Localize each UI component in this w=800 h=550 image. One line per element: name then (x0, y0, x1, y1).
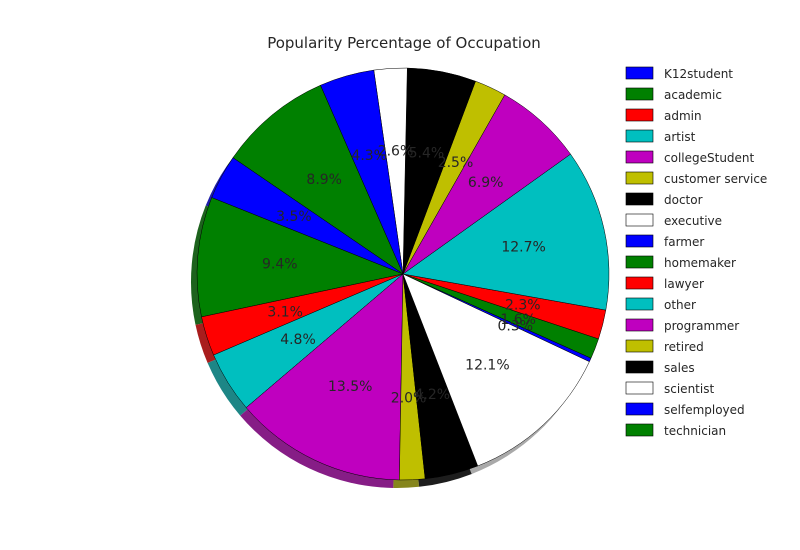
slice-artist (402, 153, 610, 311)
legend-swatch-k12student (625, 66, 654, 80)
slice-label-farmer: 4.3% (351, 148, 387, 164)
legend-label-other: other (664, 298, 696, 312)
slice-homemaker (232, 85, 404, 275)
pie-labels: 0.3%1.6%2.3% 12.7% 6.9% 2.5%5.4%2.6%4.3% 8.9… (262, 144, 546, 407)
legend-label-lawyer: lawyer (664, 277, 704, 291)
legend-swatch-scientist (625, 381, 654, 395)
slice-label-retired: 4.8% (280, 332, 316, 348)
legend-swatch-other (625, 297, 654, 311)
legend-label-customer-service: customer service (664, 172, 767, 186)
legend-swatch-collegestudent (625, 150, 654, 164)
legend-label-scientist: scientist (664, 382, 714, 396)
legend: K12student academic admin artist collegeStud… (625, 66, 767, 438)
slice-label-homemaker: 8.9% (306, 172, 342, 188)
slice-label-sales: 13.5% (328, 379, 372, 395)
legend-label-farmer: farmer (664, 235, 704, 249)
legend-label-selfemployed: selfemployed (664, 403, 745, 417)
slice-label-lawyer: 3.5% (276, 209, 312, 225)
legend-swatch-technician (625, 423, 654, 437)
legend-swatch-farmer (625, 234, 654, 248)
legend-swatch-programmer (625, 318, 654, 332)
pie-slices (196, 67, 610, 481)
slice-label-k12student: 0.3% (498, 319, 534, 335)
legend-label-retired: retired (664, 340, 704, 354)
legend-swatch-sales (625, 360, 654, 374)
slice-label-selfemployed: 4.2% (415, 387, 451, 403)
legend-swatch-retired (625, 339, 654, 353)
legend-swatch-doctor (625, 192, 654, 206)
slice-technician (402, 273, 590, 467)
legend-swatch-admin (625, 108, 654, 122)
legend-swatch-homemaker (625, 255, 654, 269)
legend-swatch-customer-service (625, 171, 654, 185)
legend-label-collegestudent: collegeStudent (664, 151, 755, 165)
slice-label-artist: 12.7% (501, 240, 545, 256)
legend-swatch-artist (625, 129, 654, 143)
legend-swatch-executive (625, 213, 654, 227)
legend-label-homemaker: homemaker (664, 256, 736, 270)
legend-swatch-selfemployed (625, 402, 654, 416)
legend-swatch-academic (625, 87, 654, 101)
slice-sales (245, 273, 404, 481)
slice-label-customer-service: 2.5% (438, 155, 474, 171)
legend-label-executive: executive (664, 214, 722, 228)
slice-label-scientist: 2.0% (391, 391, 427, 407)
legend-label-artist: artist (664, 130, 696, 144)
legend-label-technician: technician (664, 424, 726, 438)
slice-label-collegestudent: 6.9% (468, 175, 504, 191)
legend-swatch-lawyer (625, 276, 654, 290)
slice-label-admin: 2.3% (505, 297, 541, 313)
slice-label-doctor: 5.4% (409, 146, 445, 162)
slice-other (196, 197, 404, 318)
legend-label-programmer: programmer (664, 319, 739, 333)
slice-label-programmer: 3.1% (267, 304, 303, 320)
slice-label-other: 9.4% (262, 257, 298, 273)
legend-label-doctor: doctor (664, 193, 703, 207)
slice-label-technician: 12.1% (465, 357, 509, 373)
legend-label-academic: academic (664, 88, 722, 102)
slice-label-executive: 2.6% (378, 144, 414, 160)
legend-label-sales: sales (664, 361, 695, 375)
legend-label-k12student: K12student (664, 67, 733, 81)
legend-label-admin: admin (664, 109, 702, 123)
slice-label-academic: 1.6% (500, 312, 536, 328)
chart-title: Popularity Percentage of Occupation (267, 34, 541, 52)
